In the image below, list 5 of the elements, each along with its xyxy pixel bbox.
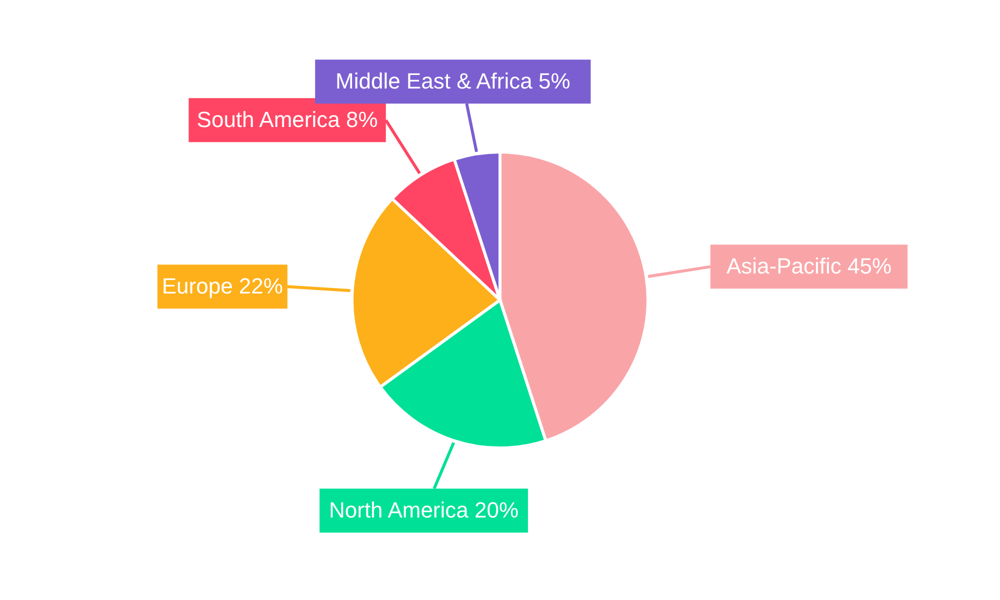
slice-label: Asia-Pacific 45% (726, 254, 892, 279)
slice-label: South America 8% (196, 107, 378, 132)
slice-label: North America 20% (328, 498, 519, 523)
slice-label: Europe 22% (162, 274, 283, 299)
slice-label: Middle East & Africa 5% (336, 68, 570, 94)
